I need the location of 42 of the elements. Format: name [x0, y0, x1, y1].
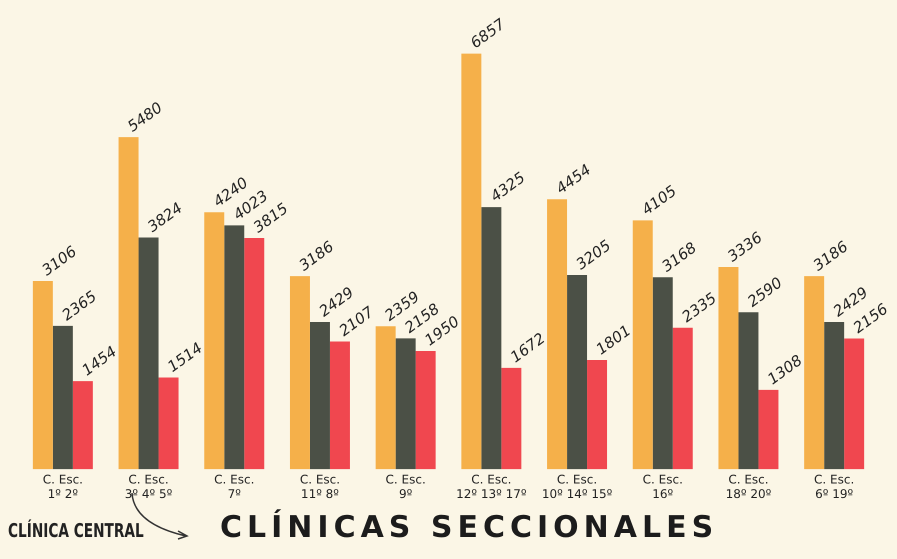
bar	[244, 238, 264, 470]
text: CLÍNICA CENTRAL	[8, 520, 144, 542]
bar	[672, 328, 693, 470]
x-tick-label: C. Esc. 1º 2º	[42, 472, 83, 501]
bar	[758, 390, 778, 470]
bar	[567, 274, 588, 470]
x-tick-label: C. Esc. 12º 13º 17º	[456, 472, 527, 501]
bar	[376, 326, 396, 470]
bar	[804, 276, 824, 470]
bar	[632, 220, 653, 470]
text: CLÍNICAS SECCIONALES	[220, 510, 718, 545]
bar	[290, 276, 310, 470]
bar	[844, 338, 864, 470]
bar	[204, 212, 224, 470]
bar	[718, 267, 738, 470]
bar	[158, 377, 179, 470]
bar	[416, 351, 436, 470]
bar	[118, 137, 139, 470]
bar	[547, 199, 568, 470]
x-tick-label: C. Esc. 3º 4º 5º	[124, 472, 173, 501]
bar	[32, 280, 53, 470]
bar	[481, 207, 502, 470]
x-tick-label: C. Esc. 10º 14º 15º	[542, 472, 613, 501]
bar	[824, 322, 844, 470]
bar	[224, 225, 244, 470]
bar	[138, 237, 159, 470]
bar	[652, 277, 673, 470]
bar	[738, 312, 758, 470]
x-tick-label: C. Esc. 7º	[214, 472, 254, 501]
bar	[310, 322, 330, 470]
bar	[461, 54, 482, 470]
x-tick-label: C. Esc. 16º	[642, 472, 683, 501]
bar	[396, 338, 416, 470]
x-tick-label: C. Esc. 6º 19º	[814, 472, 854, 501]
bar	[52, 326, 73, 470]
bar	[330, 342, 350, 470]
bar	[501, 368, 522, 470]
x-tick-label: C. Esc. 11º 8º	[300, 472, 340, 501]
bar	[72, 381, 93, 470]
x-tick-label: C. Esc. 9º	[386, 472, 426, 501]
bar	[587, 360, 608, 470]
x-tick-label: C. Esc. 18º 20º	[726, 472, 772, 501]
